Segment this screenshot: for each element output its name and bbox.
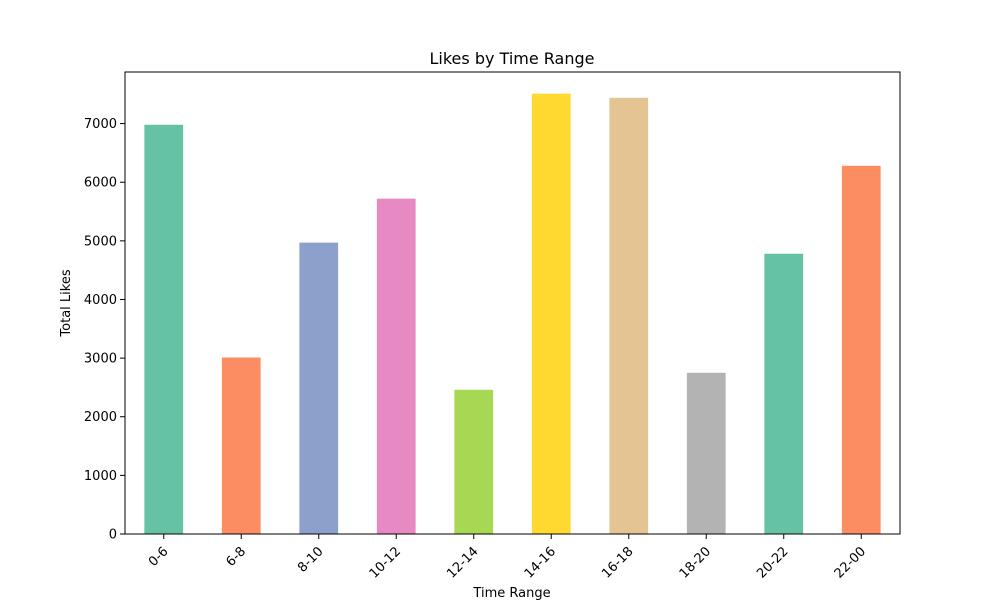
y-tick-label: 1000 (84, 469, 117, 484)
bar-20-22 (764, 253, 804, 534)
bar-10-12 (376, 198, 416, 534)
bar-14-16 (531, 93, 571, 534)
bar-6-8 (221, 357, 261, 534)
x-tick-label: 12-14 (444, 544, 481, 581)
bar-22-00 (841, 165, 881, 534)
y-tick-label: 3000 (84, 352, 117, 367)
bar-16-18 (609, 97, 649, 535)
x-tick-label: 10-12 (367, 544, 404, 581)
y-tick-label: 7000 (84, 117, 117, 132)
y-tick-label: 4000 (84, 293, 117, 308)
chart-title: Likes by Time Range (430, 49, 595, 68)
y-tick-label: 5000 (84, 234, 117, 249)
x-tick-label: 20-22 (754, 544, 791, 581)
y-axis: 0 1000 2000 3000 4000 5000 6000 7000 (84, 117, 125, 543)
y-tick-label: 0 (109, 528, 117, 543)
x-tick-label: 14-16 (522, 544, 559, 581)
y-axis-title: Total Likes (59, 269, 74, 337)
x-tick-label: 22-00 (832, 544, 869, 581)
bar-18-20 (686, 372, 726, 534)
x-axis-title: Time Range (472, 586, 550, 600)
bar-8-10 (299, 242, 339, 534)
bar-12-14 (454, 389, 494, 534)
x-tick-label: 0-6 (146, 544, 172, 570)
y-tick-label: 2000 (84, 410, 117, 425)
bar-0-6 (144, 124, 184, 535)
plot-frame (124, 71, 901, 535)
y-tick-label: 6000 (84, 176, 117, 191)
x-tick-label: 18-20 (677, 544, 714, 581)
bars-group (144, 93, 881, 535)
x-axis: 0-6 6-8 8-10 10-12 12-14 14-16 16-18 18-20 20-22… (146, 534, 869, 582)
x-tick-label: 8-10 (295, 544, 326, 575)
x-tick-label: 6-8 (223, 544, 249, 570)
x-tick-label: 16-18 (599, 544, 636, 581)
